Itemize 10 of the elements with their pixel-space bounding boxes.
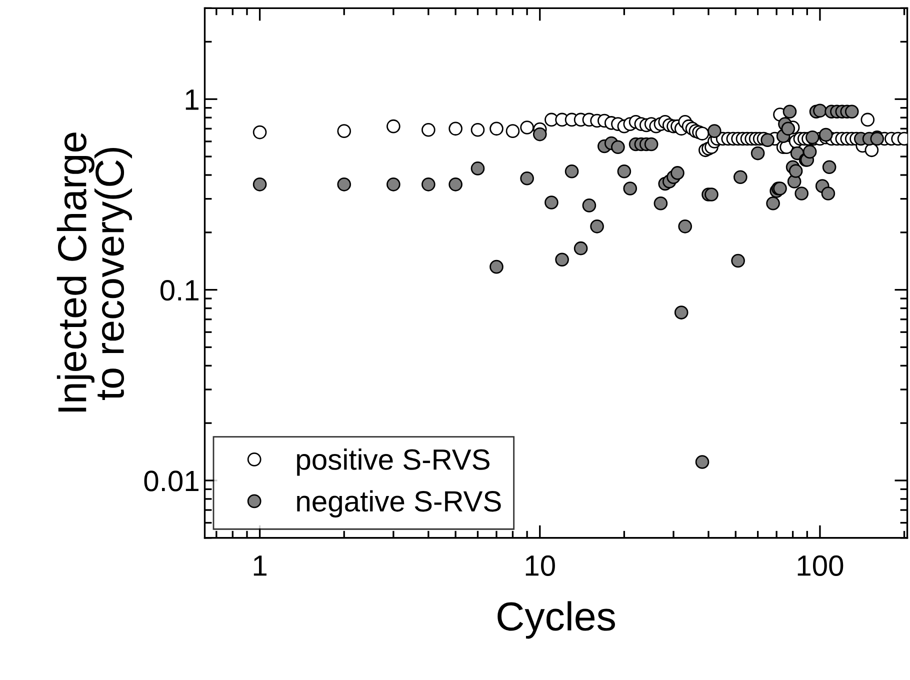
y-tick-label: 0.1 — [160, 280, 198, 301]
x-axis-title: Cycles — [498, 601, 615, 639]
y-tick-label: 1 — [186, 90, 198, 110]
y-axis-title: Injected Charge to recovery(C) — [56, 132, 132, 412]
legend-label: negative S-RVS — [297, 490, 501, 518]
legend-label: positive S-RVS — [297, 448, 490, 476]
x-tick-label: 100 — [798, 555, 844, 576]
y-tick-label: 0.01 — [144, 470, 198, 492]
x-tick-label: 1 — [254, 556, 266, 576]
x-tick-label: 10 — [526, 555, 555, 576]
